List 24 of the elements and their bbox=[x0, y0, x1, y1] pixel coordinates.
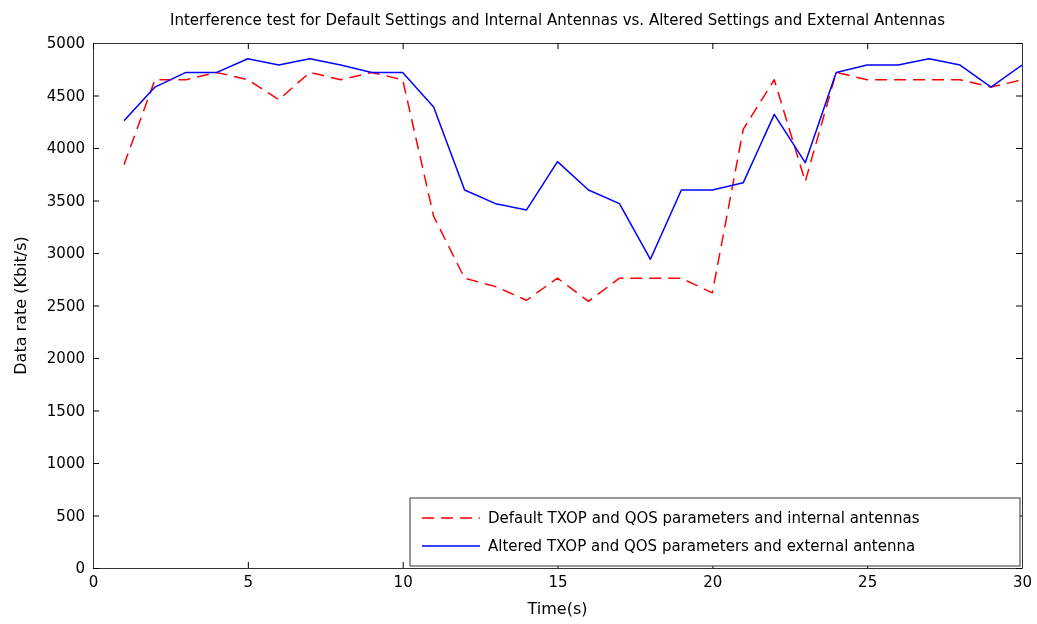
y-tick-label: 0 bbox=[75, 559, 85, 578]
y-tick-label: 1500 bbox=[46, 401, 85, 420]
legend-label: Altered TXOP and QOS parameters and external antenna bbox=[488, 537, 916, 555]
y-tick-label: 4000 bbox=[46, 139, 85, 158]
x-tick-label: 15 bbox=[548, 572, 568, 591]
x-tick-label: 30 bbox=[1012, 572, 1033, 591]
x-axis-title: Time(s) bbox=[526, 599, 588, 618]
y-tick-label: 1000 bbox=[46, 454, 85, 473]
x-tick-label: 0 bbox=[88, 572, 99, 591]
y-tick-label: 3500 bbox=[46, 191, 85, 210]
x-tick-label: 25 bbox=[858, 572, 878, 591]
chart-title: Interference test for Default Settings and Internal Antennas vs. Altered Settings and External Antennas bbox=[170, 11, 946, 29]
line-series bbox=[123, 58, 1023, 261]
y-tick-label: 500 bbox=[56, 506, 85, 525]
x-tick-label: 5 bbox=[243, 572, 254, 591]
y-tick-label: 2000 bbox=[46, 349, 85, 368]
y-tick-label: 5000 bbox=[46, 34, 85, 53]
y-tick-label: 4500 bbox=[46, 86, 85, 105]
x-tick-label: 10 bbox=[393, 572, 413, 591]
legend-label: Default TXOP and QOS parameters and internal antennas bbox=[488, 509, 920, 527]
y-tick-label: 2500 bbox=[46, 296, 85, 315]
x-tick-label: 20 bbox=[703, 572, 723, 591]
y-tick-label: 3000 bbox=[46, 244, 85, 263]
y-axis-title: Data rate (Kbit/s) bbox=[11, 236, 30, 375]
